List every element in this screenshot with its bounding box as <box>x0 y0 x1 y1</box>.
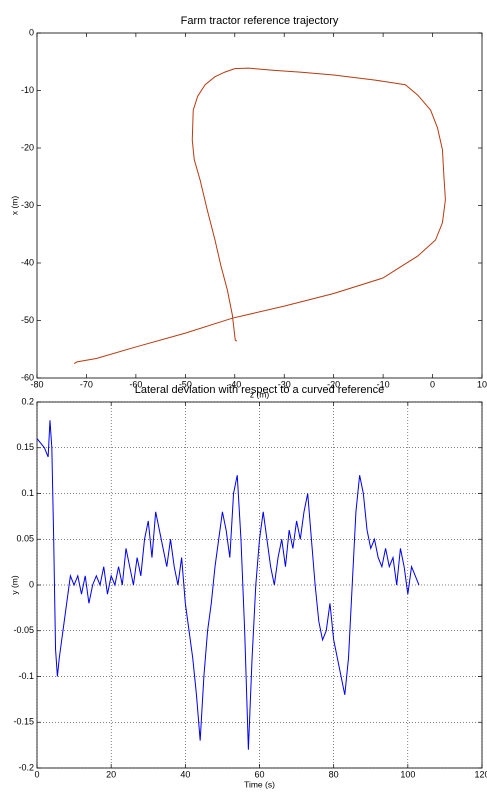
y-tick-label: -20 <box>21 142 34 152</box>
x-tick-label: 20 <box>106 769 116 779</box>
y-tick-label: -0.2 <box>18 762 34 772</box>
x-tick-label: 10 <box>477 379 487 389</box>
x-tick-label: 60 <box>254 769 264 779</box>
x-tick-label: -70 <box>80 379 93 389</box>
x-tick-label: -20 <box>327 379 340 389</box>
y-tick-label: -50 <box>21 315 34 325</box>
y-tick-label: -0.05 <box>13 625 34 635</box>
x-axis-label: z (m) <box>250 389 270 399</box>
x-tick-label: 0 <box>430 379 435 389</box>
x-tick-label: -40 <box>228 379 241 389</box>
x-tick-label: 0 <box>34 769 39 779</box>
y-tick-label: -40 <box>21 257 34 267</box>
data-line <box>73 67 446 365</box>
x-tick-label: 100 <box>400 769 415 779</box>
x-tick-label: -50 <box>179 379 192 389</box>
y-tick-label: -0.1 <box>18 671 34 681</box>
chart-title: Farm tractor reference trajectory <box>181 15 339 27</box>
y-axis-label: x (m) <box>9 196 19 216</box>
x-axis-label: Time (s) <box>244 779 275 789</box>
x-tick-label: 80 <box>329 769 339 779</box>
x-tick-label: -10 <box>377 379 390 389</box>
y-tick-label: -10 <box>21 85 34 95</box>
y-tick-label: 0.2 <box>21 396 34 406</box>
y-tick-label: -60 <box>21 372 34 382</box>
x-tick-label: 120 <box>474 769 487 779</box>
x-tick-label: 40 <box>180 769 190 779</box>
data-line <box>36 420 420 750</box>
axes-box <box>36 401 483 769</box>
chart-title: Lateral deviation with respect to a curv… <box>135 384 384 396</box>
y-tick-label: -30 <box>21 200 34 210</box>
axes-box <box>36 32 483 379</box>
plot-area <box>37 33 482 378</box>
y-axis-label: y (m) <box>9 575 19 595</box>
x-tick-label: -60 <box>129 379 142 389</box>
y-tick-label: 0.05 <box>16 534 34 544</box>
y-tick-label: 0 <box>29 579 34 589</box>
y-tick-label: 0 <box>29 27 34 37</box>
x-tick-label: -30 <box>278 379 291 389</box>
x-tick-label: -80 <box>30 379 43 389</box>
y-tick-label: 0.1 <box>21 488 34 498</box>
y-tick-label: -0.15 <box>13 717 34 727</box>
y-tick-label: 0.15 <box>16 442 34 452</box>
